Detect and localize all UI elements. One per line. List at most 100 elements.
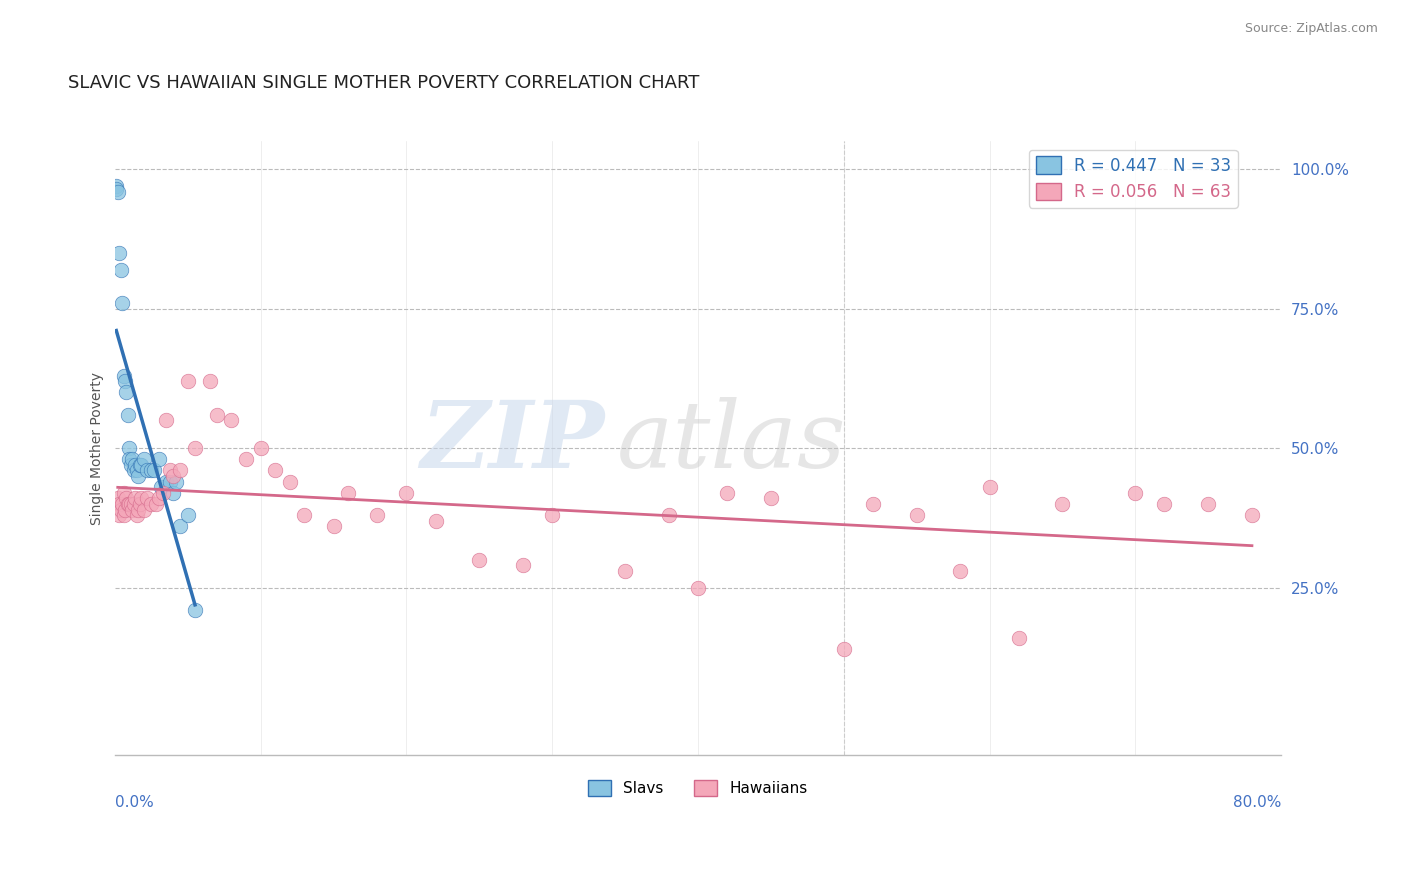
Point [135, 491, 157, 506]
Point [121, 502, 143, 516]
Point [184, 603, 207, 617]
Point [121, 452, 143, 467]
Text: ZIP: ZIP [420, 397, 605, 487]
Point [110, 262, 132, 277]
Point [337, 485, 360, 500]
Point [949, 564, 972, 578]
Point [118, 441, 141, 455]
Point [905, 508, 928, 522]
Point [148, 491, 170, 506]
Point [105, 179, 128, 194]
Point [198, 374, 221, 388]
Point [141, 497, 163, 511]
Point [264, 463, 287, 477]
Point [155, 413, 177, 427]
Point [155, 475, 177, 489]
Point [759, 491, 782, 506]
Point [128, 458, 150, 472]
Point [1052, 497, 1074, 511]
Point [686, 581, 709, 595]
Point [114, 502, 136, 516]
Point [143, 463, 166, 477]
Point [159, 463, 181, 477]
Point [322, 519, 344, 533]
Point [425, 514, 447, 528]
Point [115, 491, 138, 506]
Point [115, 385, 138, 400]
Point [169, 463, 191, 477]
Point [111, 296, 134, 310]
Text: 80.0%: 80.0% [1233, 795, 1281, 810]
Point [205, 408, 228, 422]
Point [221, 413, 243, 427]
Point [112, 508, 135, 522]
Point [979, 480, 1001, 494]
Point [159, 475, 181, 489]
Point [105, 182, 128, 196]
Point [111, 497, 134, 511]
Point [110, 502, 132, 516]
Point [152, 485, 174, 500]
Point [145, 497, 167, 511]
Point [1123, 485, 1146, 500]
Point [1008, 631, 1031, 645]
Point [127, 502, 149, 516]
Point [118, 497, 141, 511]
Point [512, 558, 534, 573]
Point [127, 469, 149, 483]
Point [112, 368, 135, 383]
Point [141, 463, 163, 477]
Point [128, 497, 150, 511]
Point [177, 374, 200, 388]
Point [120, 458, 142, 472]
Point [125, 463, 148, 477]
Point [129, 458, 152, 472]
Point [114, 374, 136, 388]
Point [1197, 497, 1219, 511]
Point [292, 508, 315, 522]
Text: Source: ZipAtlas.com: Source: ZipAtlas.com [1244, 22, 1378, 36]
Point [862, 497, 884, 511]
Point [169, 519, 191, 533]
Point [120, 497, 142, 511]
Point [125, 508, 148, 522]
Point [184, 441, 207, 455]
Point [162, 485, 184, 500]
Point [112, 485, 135, 500]
Point [148, 452, 170, 467]
Point [129, 491, 152, 506]
Point [132, 452, 155, 467]
Point [165, 475, 187, 489]
Point [614, 564, 637, 578]
Point [108, 246, 131, 260]
Point [278, 475, 301, 489]
Point [124, 458, 146, 472]
Point [658, 508, 681, 522]
Point [177, 508, 200, 522]
Point [150, 480, 173, 494]
Point [249, 441, 271, 455]
Point [716, 485, 738, 500]
Point [366, 508, 388, 522]
Text: SLAVIC VS HAWAIIAN SINGLE MOTHER POVERTY CORRELATION CHART: SLAVIC VS HAWAIIAN SINGLE MOTHER POVERTY… [67, 74, 700, 93]
Point [117, 497, 139, 511]
Point [122, 497, 145, 511]
Point [132, 502, 155, 516]
Point [135, 463, 157, 477]
Point [118, 452, 141, 467]
Point [107, 491, 129, 506]
Text: atlas: atlas [616, 397, 846, 487]
Legend: Slavs, Hawaiians: Slavs, Hawaiians [582, 774, 814, 803]
Point [162, 469, 184, 483]
Point [1153, 497, 1175, 511]
Point [108, 508, 131, 522]
Point [107, 185, 129, 199]
Point [124, 491, 146, 506]
Point [108, 497, 131, 511]
Point [468, 552, 491, 566]
Point [832, 642, 855, 657]
Point [122, 463, 145, 477]
Point [235, 452, 257, 467]
Point [395, 485, 418, 500]
Point [541, 508, 564, 522]
